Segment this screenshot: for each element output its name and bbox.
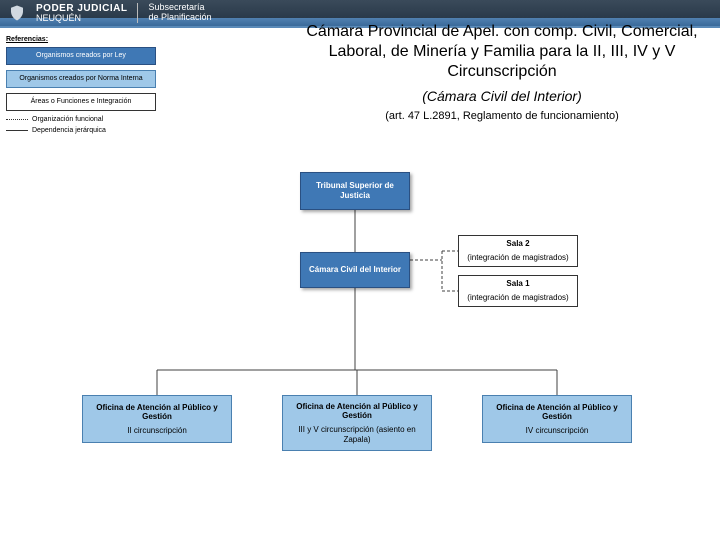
node-camara: Cámara Civil del Interior (300, 252, 410, 288)
legend-box-norma: Organismos creados por Norma Interna (6, 70, 156, 88)
node-tribunal: Tribunal Superior de Justicia (300, 172, 410, 210)
page-citation: (art. 47 L.2891, Reglamento de funcionam… (292, 110, 712, 122)
header-divider (137, 3, 138, 23)
page-subtitle: (Cámara Civil del Interior) (292, 88, 712, 104)
header-subsec: Subsecretaría de Planificación (148, 3, 211, 23)
page-title: Cámara Provincial de Apel. con comp. Civ… (292, 22, 712, 82)
legend-header: Referencias: (6, 36, 156, 43)
node-of2: Oficina de Atención al Público y Gestión… (82, 395, 232, 443)
org-chart-lines (0, 160, 720, 540)
header-org: PODER JUDICIAL NEUQUÉN (36, 4, 127, 23)
node-of4: Oficina de Atención al Público y Gestión… (482, 395, 632, 443)
legend-line-jerarquica: Dependencia jerárquica (6, 127, 156, 134)
legend-box-areas: Áreas o Funciones e Integración (6, 93, 156, 111)
node-sala2: Sala 2(integración de magistrados) (458, 235, 578, 267)
legend: Referencias: Organismos creados por Ley … (6, 36, 156, 134)
legend-box-ley: Organismos creados por Ley (6, 47, 156, 65)
header-org-line2: NEUQUÉN (36, 13, 81, 23)
title-block: Cámara Provincial de Apel. con comp. Civ… (292, 22, 712, 122)
legend-line-funcional: Organización funcional (6, 116, 156, 123)
shield-icon (8, 4, 26, 22)
node-sala1: Sala 1(integración de magistrados) (458, 275, 578, 307)
node-of35: Oficina de Atención al Público y Gestión… (282, 395, 432, 451)
